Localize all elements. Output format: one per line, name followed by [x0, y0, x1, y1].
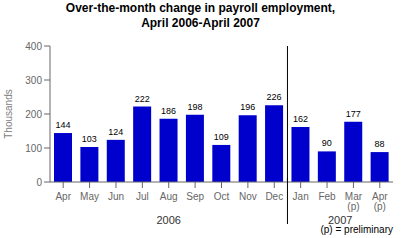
- html-text:(p) = preliminary: (p) = preliminary: [320, 224, 393, 235]
- svg-text:Apr(p): Apr(p): [372, 191, 388, 212]
- svg-text:Aug: Aug: [160, 191, 178, 202]
- svg-text:Mar(p): Mar(p): [345, 191, 363, 212]
- svg-text:300: 300: [25, 75, 42, 86]
- svg-text:Feb: Feb: [318, 191, 336, 202]
- svg-text:2006: 2006: [156, 214, 180, 224]
- svg-text:90: 90: [322, 138, 332, 148]
- html-text:Over-the-month change in payro: Over-the-month change in payroll employm…: [65, 1, 336, 15]
- svg-text:109: 109: [214, 132, 229, 142]
- svg-text:222: 222: [135, 94, 150, 104]
- svg-text:124: 124: [108, 127, 123, 137]
- svg-text:186: 186: [161, 106, 176, 116]
- svg-text:100: 100: [25, 143, 42, 154]
- svg-text:103: 103: [82, 134, 97, 144]
- svg-text:0: 0: [36, 177, 42, 188]
- svg-text:88: 88: [375, 139, 385, 149]
- svg-text:196: 196: [240, 102, 255, 112]
- svg-text:Sep: Sep: [186, 191, 204, 202]
- svg-text:200: 200: [25, 109, 42, 120]
- svg-text:Jan: Jan: [293, 191, 309, 202]
- svg-text:Jul: Jul: [136, 191, 149, 202]
- svg-text:Oct: Oct: [214, 191, 230, 202]
- svg-text:198: 198: [187, 102, 202, 112]
- svg-text:144: 144: [55, 120, 70, 130]
- svg-text:226: 226: [267, 92, 282, 102]
- html-text:April 2006-April 2007: April 2006-April 2007: [141, 16, 260, 30]
- svg-text:Dec: Dec: [265, 191, 283, 202]
- svg-text:400: 400: [25, 41, 42, 52]
- svg-text:177: 177: [346, 109, 361, 119]
- svg-text:Apr: Apr: [55, 191, 71, 202]
- svg-text:2007: 2007: [328, 214, 352, 224]
- svg-text:May: May: [80, 191, 99, 202]
- svg-text:Thousands: Thousands: [8, 89, 14, 138]
- svg-text:Nov: Nov: [239, 191, 257, 202]
- svg-text:Jun: Jun: [108, 191, 124, 202]
- svg-text:162: 162: [293, 114, 308, 124]
